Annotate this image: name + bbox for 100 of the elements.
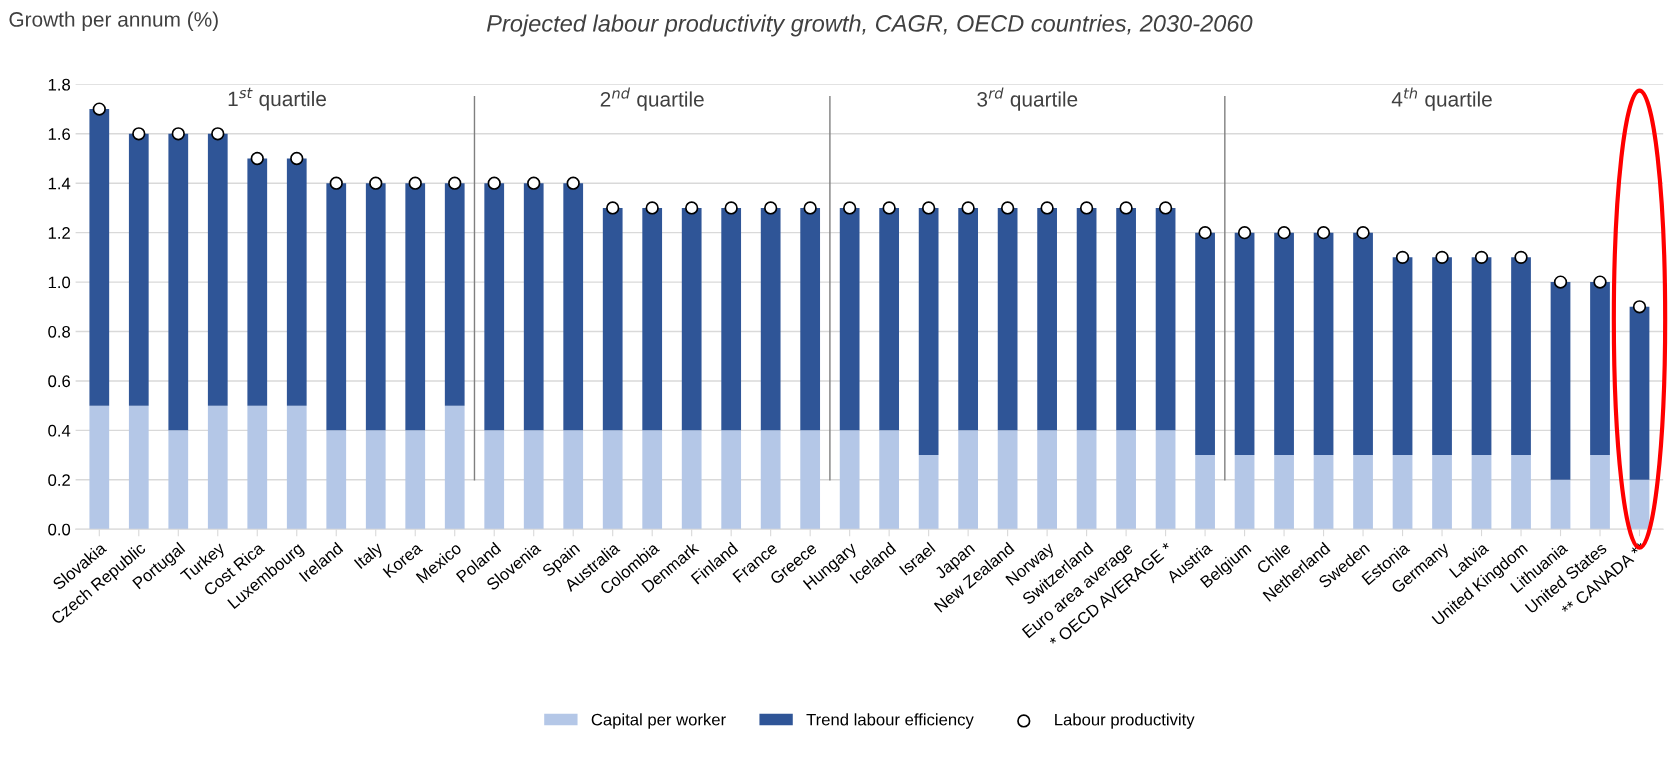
point bbox=[566, 176, 580, 190]
bar bbox=[365, 430, 386, 530]
legend-label: Trend labour efficiency bbox=[806, 713, 974, 729]
point bbox=[1474, 250, 1489, 265]
point bbox=[487, 176, 501, 190]
point bbox=[1119, 201, 1133, 215]
bar bbox=[286, 405, 307, 530]
bar bbox=[168, 430, 189, 530]
bar bbox=[484, 183, 505, 431]
point bbox=[1079, 201, 1094, 215]
y-tick-label: 0.2 bbox=[48, 474, 70, 486]
y-axis-title: Growth per annum (%) bbox=[9, 11, 218, 31]
point bbox=[882, 201, 896, 215]
bar bbox=[1353, 232, 1373, 456]
bar bbox=[405, 183, 426, 431]
y-tick-label: 1.0 bbox=[48, 276, 71, 289]
point bbox=[764, 201, 778, 215]
point bbox=[1158, 201, 1173, 215]
point bbox=[1435, 250, 1449, 265]
bar bbox=[681, 430, 702, 530]
bar bbox=[800, 430, 821, 530]
y-tick-label: 1.2 bbox=[48, 227, 70, 239]
bar bbox=[1195, 455, 1215, 530]
point bbox=[527, 176, 541, 190]
bar bbox=[1432, 455, 1452, 530]
bar bbox=[1392, 257, 1413, 456]
bar bbox=[563, 183, 584, 431]
bar bbox=[1037, 207, 1057, 431]
bar bbox=[602, 430, 623, 530]
point bbox=[1632, 300, 1647, 314]
bar bbox=[563, 430, 584, 530]
bar bbox=[721, 207, 742, 431]
bar bbox=[405, 430, 426, 530]
point bbox=[645, 201, 659, 215]
bar bbox=[1037, 430, 1057, 530]
bar bbox=[918, 455, 939, 530]
point bbox=[1395, 250, 1410, 265]
bar bbox=[958, 430, 978, 530]
point bbox=[1237, 226, 1252, 240]
bar bbox=[1195, 232, 1215, 456]
bar bbox=[444, 183, 465, 406]
bar bbox=[642, 207, 663, 431]
y-tick-label: 0.8 bbox=[48, 325, 71, 338]
bar bbox=[1471, 257, 1492, 456]
bar bbox=[523, 430, 544, 530]
bar bbox=[760, 207, 781, 431]
bar bbox=[602, 207, 623, 431]
point bbox=[1316, 226, 1331, 240]
bar bbox=[800, 207, 821, 431]
bar bbox=[1511, 455, 1531, 530]
point bbox=[448, 176, 462, 190]
bar bbox=[760, 430, 781, 530]
point bbox=[961, 201, 975, 215]
point bbox=[250, 151, 264, 166]
point bbox=[290, 151, 304, 166]
point bbox=[329, 176, 343, 190]
bar bbox=[1353, 455, 1373, 530]
bar bbox=[997, 430, 1018, 530]
bar bbox=[958, 207, 978, 431]
bar bbox=[839, 430, 860, 530]
bar bbox=[1313, 232, 1334, 456]
bar bbox=[1076, 207, 1097, 431]
point bbox=[369, 176, 383, 190]
bar bbox=[128, 405, 149, 530]
point bbox=[1514, 250, 1528, 265]
bar bbox=[1234, 455, 1255, 530]
point bbox=[1198, 226, 1212, 240]
bar bbox=[721, 430, 742, 530]
bar bbox=[89, 109, 110, 406]
bar bbox=[326, 430, 347, 530]
annotation: 2$^{nd}$ quartile bbox=[600, 87, 704, 111]
bar bbox=[879, 207, 900, 431]
bar bbox=[1155, 207, 1176, 431]
point bbox=[685, 201, 699, 215]
bar bbox=[365, 183, 386, 431]
bar bbox=[207, 133, 228, 406]
y-tick-label: 0.6 bbox=[48, 375, 71, 388]
bar bbox=[1471, 455, 1492, 530]
bar bbox=[484, 430, 505, 530]
bar bbox=[1076, 430, 1097, 530]
y-tick-label: 1.4 bbox=[48, 177, 71, 190]
annotation: 4$^{th}$ quartile bbox=[1391, 87, 1492, 111]
bar bbox=[1629, 306, 1650, 480]
point bbox=[1356, 226, 1370, 240]
bar bbox=[1234, 232, 1255, 456]
y-tick-label: 1.8 bbox=[48, 78, 71, 91]
bar bbox=[1116, 207, 1136, 431]
bar bbox=[1274, 455, 1294, 530]
point bbox=[132, 127, 146, 141]
point bbox=[803, 201, 817, 215]
point bbox=[1277, 226, 1291, 240]
bar bbox=[168, 133, 189, 431]
point bbox=[921, 201, 936, 215]
annotation: 3$^{rd}$ quartile bbox=[977, 87, 1078, 111]
y-tick-label: 0.0 bbox=[48, 523, 71, 536]
bar bbox=[1313, 455, 1334, 530]
y-tick-label: 0.4 bbox=[48, 424, 71, 437]
point bbox=[724, 201, 738, 215]
bar bbox=[247, 405, 268, 530]
bar bbox=[286, 158, 307, 406]
